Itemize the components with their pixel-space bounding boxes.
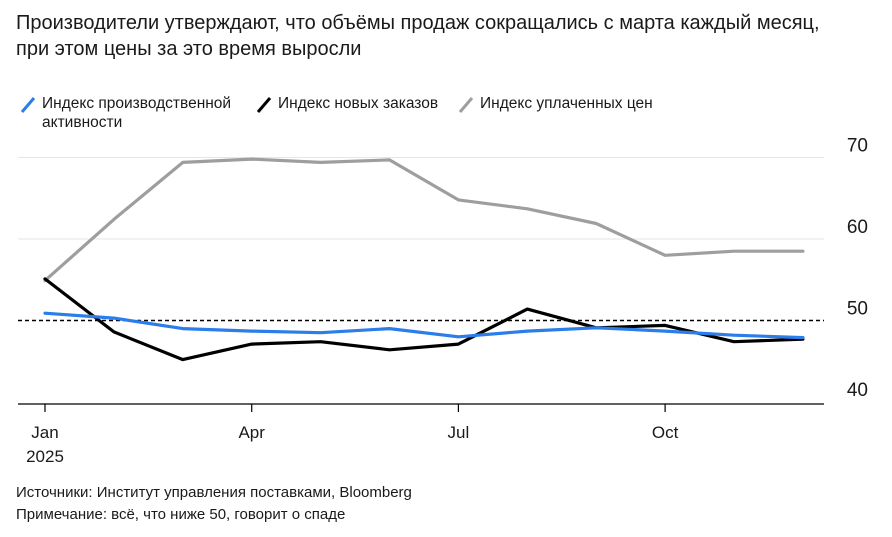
y-tick-label-40: 40 bbox=[847, 380, 868, 401]
series-line-prices-paid bbox=[43, 157, 805, 283]
chart-legend: Индекс производственной активности Индек… bbox=[16, 94, 886, 138]
legend-item-manufacturing-pmi: Индекс производственной активности bbox=[20, 94, 231, 132]
legend-swatch-manufacturing-pmi bbox=[20, 97, 36, 113]
y-tick-label-50: 50 bbox=[847, 299, 868, 320]
y-tick-label-70: 70 bbox=[847, 136, 868, 157]
series-line-manufacturing-pmi bbox=[43, 311, 805, 340]
legend-item-new-orders: Индекс новых заказов bbox=[256, 94, 438, 114]
chart-title-line-2: при этом цены за это время выросли bbox=[16, 38, 362, 60]
chart-title-line-1: Производители утверждают, что объёмы про… bbox=[16, 12, 820, 34]
series-line-new-orders bbox=[43, 277, 805, 362]
x-tick-label-year: 2025 bbox=[26, 447, 64, 466]
x-tick-label-oct: Oct bbox=[652, 423, 679, 442]
legend-item-prices-paid: Индекс уплаченных цен bbox=[458, 94, 653, 114]
legend-label-manufacturing-pmi: Индекс производственной активности bbox=[42, 95, 232, 131]
legend-swatch-new-orders bbox=[256, 97, 272, 113]
legend-label-new-orders: Индекс новых заказов bbox=[278, 95, 439, 112]
y-tick-label-60: 60 bbox=[847, 217, 868, 238]
footnote: Примечание: всё, что ниже 50, говорит о … bbox=[16, 506, 346, 523]
x-tick-label-apr: Apr bbox=[238, 423, 265, 442]
source-note: Источники: Институт управления поставкам… bbox=[16, 484, 412, 501]
legend-label-prices-paid: Индекс уплаченных цен bbox=[480, 95, 653, 112]
legend-swatch-prices-paid bbox=[458, 97, 474, 113]
chart-title: Производители утверждают, что объёмы про… bbox=[16, 10, 886, 62]
x-tick-label-jul: Jul bbox=[448, 423, 470, 442]
x-tick-label-jan: Jan bbox=[31, 423, 58, 442]
chart-footer: Источники: Институт управления поставкам… bbox=[16, 482, 412, 526]
